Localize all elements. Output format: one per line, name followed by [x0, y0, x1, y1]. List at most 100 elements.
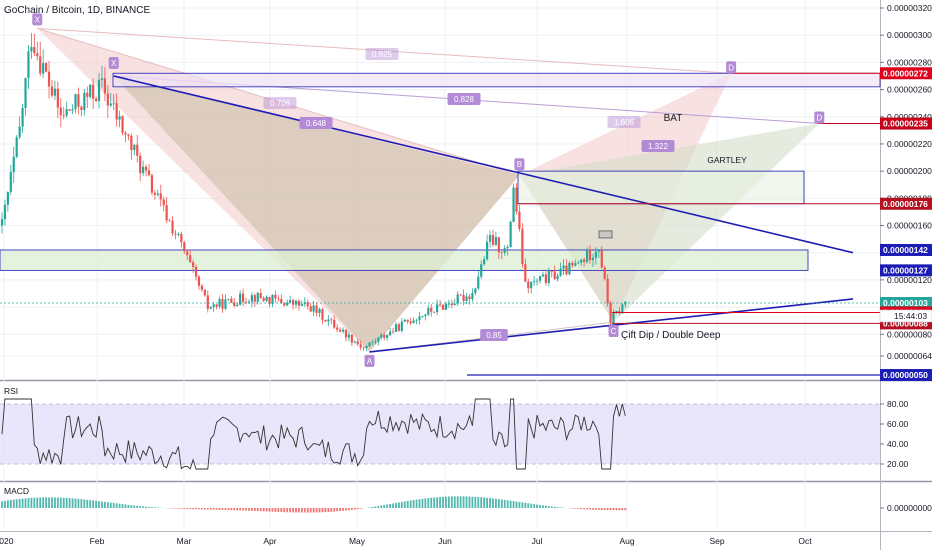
candle-body	[527, 281, 530, 289]
macd-bar	[21, 498, 24, 508]
macd-bar	[530, 503, 533, 508]
time-tick-label: Feb	[90, 536, 105, 546]
macd-bar	[342, 508, 344, 511]
candle-body	[89, 84, 92, 97]
ratio-label: 0.828	[454, 95, 475, 104]
candle-body	[339, 329, 342, 332]
macd-bar	[39, 497, 42, 508]
macd-bar	[106, 502, 109, 508]
price-tick-label: 0.00000320	[887, 3, 932, 13]
candle-body	[9, 172, 12, 192]
candle-body	[474, 288, 477, 293]
candle-body	[15, 137, 18, 157]
candle-body	[421, 316, 424, 317]
macd-bar	[59, 497, 62, 508]
macd-bar	[248, 508, 250, 511]
candles	[0, 32, 627, 351]
time-tick-label: Mar	[177, 536, 192, 546]
candle-body	[471, 292, 474, 300]
macd-bar	[545, 505, 547, 508]
candle-body	[162, 199, 165, 206]
macd-bar	[345, 508, 347, 511]
candle-body	[318, 309, 321, 313]
macd-bar	[224, 508, 227, 510]
macd-bar	[398, 502, 400, 508]
time-tick-label: Sep	[709, 536, 724, 546]
macd-bar	[433, 497, 436, 508]
candle-body	[315, 305, 318, 313]
candle-body	[206, 295, 209, 309]
macd-bar	[500, 499, 503, 508]
macd-bar	[62, 497, 65, 508]
candle-body	[547, 270, 550, 283]
macd-bar	[153, 507, 156, 508]
candle-body	[277, 298, 280, 300]
candle-body	[106, 93, 109, 106]
macd-bar	[280, 508, 283, 513]
time-scale[interactable]: 2020 Feb Mar Apr May Jun Jul Aug Sep Oct	[0, 536, 812, 546]
candle-body	[300, 304, 303, 306]
candle-body	[427, 307, 430, 315]
macd-bar	[98, 501, 100, 508]
bat-label: BAT	[664, 113, 683, 124]
candle-body	[227, 298, 230, 300]
macd-bar	[242, 508, 244, 511]
macd-bar	[309, 508, 312, 513]
macd-bar	[553, 506, 556, 508]
price-tick-label: 0.00000200	[887, 166, 932, 176]
candle-body	[618, 310, 621, 313]
macd-bar	[77, 498, 80, 508]
macd-bar	[612, 508, 615, 511]
small-box	[598, 230, 613, 239]
macd-bar	[371, 506, 374, 508]
candle-body	[218, 298, 221, 307]
macd-bar	[509, 500, 512, 508]
pattern-point-label: A	[367, 357, 373, 366]
macd-bar	[192, 508, 194, 510]
macd-label: MACD	[4, 486, 29, 496]
macd-bar	[348, 508, 350, 511]
macd-bar	[336, 508, 339, 512]
candle-body	[203, 289, 206, 296]
macd-bar	[177, 508, 180, 509]
countdown-tag	[879, 309, 932, 323]
candle-body	[233, 302, 236, 306]
candle-body	[562, 265, 565, 269]
macd-bar	[233, 508, 236, 511]
candle-body	[533, 280, 536, 282]
candle-body	[362, 347, 365, 349]
candle-body	[585, 249, 589, 262]
macd-bar	[300, 508, 303, 513]
candle-body	[371, 342, 374, 344]
gartley-label: GARTLEY	[707, 155, 747, 165]
pattern-point-badge	[814, 111, 825, 124]
macd-bar	[198, 508, 200, 510]
candle-body	[412, 320, 415, 324]
macd-bar	[474, 496, 477, 508]
pattern-point-label: C	[611, 327, 617, 336]
macd-bar	[542, 505, 544, 508]
pattern-point-badge	[514, 158, 525, 171]
candle-body	[553, 271, 556, 280]
price-tick-label: 0.00000160	[887, 221, 932, 231]
macd-bar	[286, 508, 289, 513]
price-level-tag	[880, 197, 932, 210]
candle-body	[197, 276, 201, 286]
price-tick-label: 0.00000300	[887, 30, 932, 40]
candle-body	[491, 235, 495, 245]
candle-body	[71, 109, 74, 111]
candle-body	[353, 341, 356, 343]
candle-body	[568, 262, 571, 275]
macd-bar	[71, 498, 74, 508]
candle-body	[283, 302, 286, 306]
ratio-badge	[263, 97, 297, 109]
macd-bar	[180, 508, 183, 509]
price-scale[interactable]: 0.00000320 0.00000300 0.00000280 0.00000260…	[879, 3, 932, 382]
ratio-label: 1.606	[614, 118, 635, 127]
macd-bar	[368, 507, 371, 508]
candle-body	[24, 78, 27, 109]
candle-body	[330, 319, 333, 321]
candle-body	[503, 248, 506, 253]
time-tick-label: Oct	[798, 536, 812, 546]
